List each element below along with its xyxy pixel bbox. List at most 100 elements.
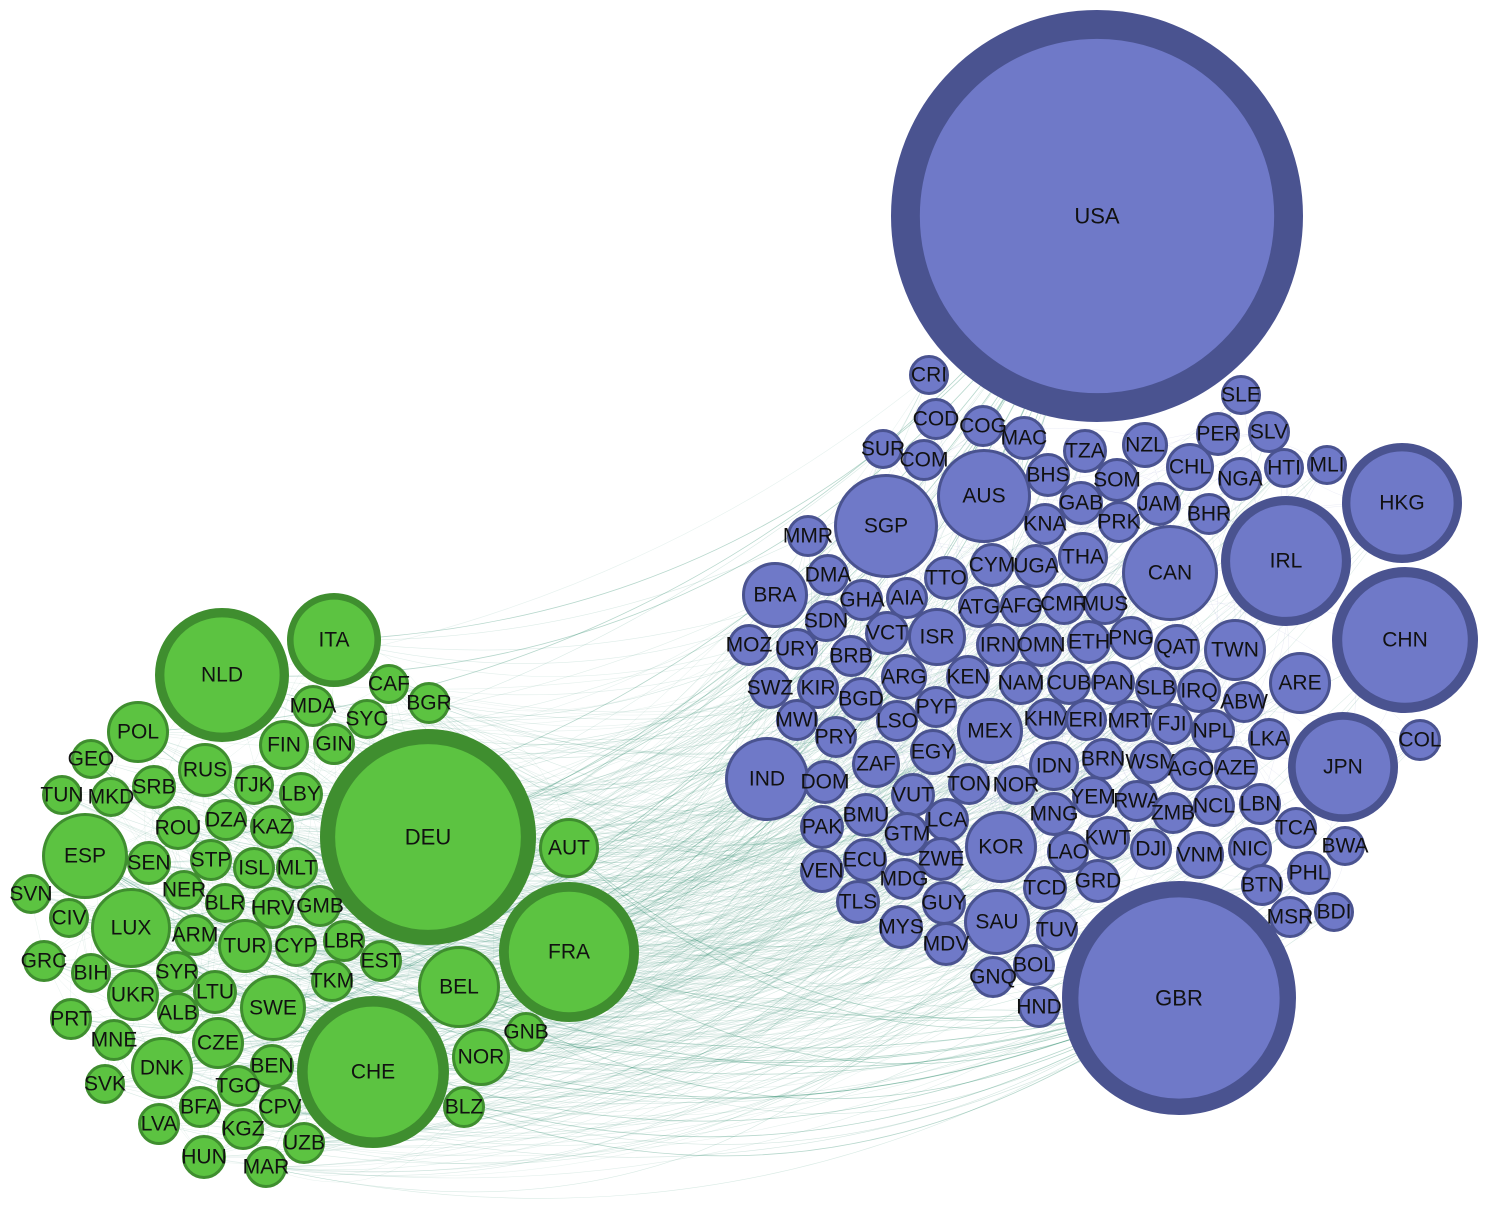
node-circle: [259, 720, 309, 770]
node-label: CMR: [1040, 593, 1088, 616]
node-label: BHS: [1026, 464, 1069, 487]
node-circle: [964, 889, 1030, 955]
node-label: FJI: [1157, 713, 1186, 736]
node-circle: [1218, 457, 1262, 501]
node-label: PER: [1196, 423, 1239, 446]
node-label: ABW: [1220, 691, 1268, 714]
node-label: LTU: [196, 981, 234, 1004]
node-label: MEX: [967, 720, 1013, 743]
node-label: BTN: [1241, 874, 1283, 897]
node-label: ATG: [958, 596, 1000, 619]
node-yem: YEM: [1070, 776, 1116, 818]
node-circle: [1026, 453, 1070, 497]
node-idn: IDN: [1029, 741, 1079, 791]
node-circle: [946, 655, 990, 699]
edge: [61, 646, 1178, 888]
node-circle: [948, 763, 990, 805]
node-label: TCD: [1023, 877, 1066, 900]
node-label: KEN: [946, 666, 989, 689]
node-circle: [742, 562, 808, 628]
node-label: TWN: [1211, 639, 1259, 662]
node-lbr: LBR: [323, 920, 365, 962]
node-kna: KNA: [1023, 503, 1067, 545]
node-dom: DOM: [801, 760, 850, 804]
node-bra: BRA: [742, 562, 808, 628]
node-lso: LSO: [876, 700, 918, 742]
node-label: TLS: [839, 891, 878, 914]
node-label: TKM: [310, 970, 354, 993]
node-circle: [311, 960, 353, 1002]
node-label: KNA: [1023, 513, 1066, 536]
node-label: TUR: [223, 935, 266, 958]
node-pol: POL: [107, 701, 169, 763]
node-label: SOM: [1093, 469, 1141, 492]
node-hrv: HRV: [251, 887, 295, 929]
node-label: HND: [1016, 996, 1062, 1019]
node-circle: [1169, 747, 1213, 791]
node-circle: [1036, 909, 1078, 951]
node-zaf: ZAF: [852, 740, 900, 788]
node-circle: [1341, 443, 1462, 564]
node-circle: [1325, 826, 1365, 866]
node-circle: [852, 740, 900, 788]
node-label: NPL: [1193, 720, 1234, 743]
node-label: TTO: [925, 567, 967, 590]
node-hkg: HKG: [1341, 443, 1462, 564]
node-circle: [222, 1108, 264, 1150]
node-label: COG: [959, 415, 1007, 438]
node-label: CHE: [351, 1061, 395, 1084]
node-layer: USA GBR CHN IRL HKG JPN SGP CAN AUS IND KOR SAU BRA M…: [9, 9, 1478, 1188]
node-ner: NER: [162, 870, 206, 910]
node-stp: STP: [190, 839, 232, 881]
node-circle: [297, 996, 450, 1149]
node-rus: RUS: [178, 743, 232, 797]
node-circle: [1151, 703, 1193, 745]
edge: [68, 917, 994, 1115]
node-label: LKA: [1249, 728, 1289, 751]
node-che: CHE: [297, 996, 450, 1149]
node-circle: [1248, 411, 1290, 453]
node-circle: [879, 905, 923, 949]
node-circle: [1065, 699, 1107, 741]
node-circle: [797, 667, 839, 709]
node-label: NAM: [998, 672, 1045, 695]
node-khm: KHM: [1024, 698, 1070, 740]
node-col: COL: [1398, 719, 1442, 761]
node-label: PRT: [50, 1008, 92, 1031]
node-label: PAN: [1092, 672, 1134, 695]
node-uzb: UZB: [283, 1122, 325, 1164]
node-circle: [1047, 661, 1091, 705]
node-label: DOM: [801, 771, 850, 794]
node-hnd: HND: [1016, 986, 1062, 1028]
node-circle: [275, 925, 317, 967]
node-label: KWT: [1085, 827, 1132, 850]
node-caf: CAF: [368, 664, 410, 704]
edge: [61, 794, 212, 861]
node-circle: [240, 975, 306, 1041]
node-label: SEN: [127, 852, 170, 875]
node-label: AGO: [1168, 758, 1215, 781]
node-label: TGO: [215, 1075, 261, 1098]
node-kgz: KGZ: [221, 1108, 265, 1150]
node-label: MAR: [243, 1156, 290, 1179]
node-circle: [1122, 525, 1218, 621]
node-circle: [1018, 986, 1060, 1028]
node-bih: BIH: [71, 953, 111, 993]
node-isr: ISR: [908, 608, 966, 666]
node-circle: [800, 805, 844, 849]
node-svk: SVK: [84, 1064, 126, 1104]
node-label: ERI: [1068, 709, 1103, 732]
node-label: THA: [1062, 546, 1104, 569]
node-label: LCA: [927, 809, 968, 832]
edge: [69, 862, 150, 1020]
node-label: TJK: [235, 774, 272, 797]
node-label: MNE: [91, 1029, 138, 1052]
node-grd: GRD: [1075, 859, 1121, 903]
node-deu: DEU: [319, 728, 537, 946]
node-label: BWA: [1321, 835, 1368, 858]
node-circle: [91, 777, 131, 817]
node-label: KGZ: [221, 1118, 264, 1141]
node-label: SWZ: [747, 677, 794, 700]
node-label: BGD: [838, 688, 884, 711]
node-dma: DMA: [805, 554, 851, 596]
